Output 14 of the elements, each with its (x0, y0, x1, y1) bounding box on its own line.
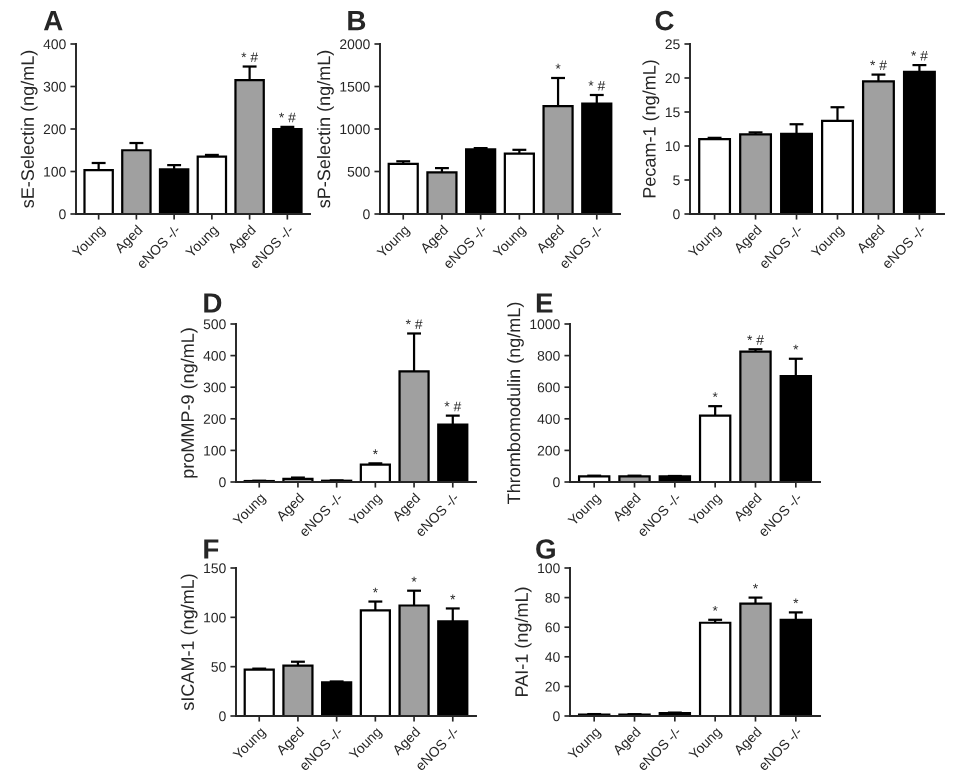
chart-title: B (348, 11, 366, 31)
chart-title: A (43, 11, 63, 31)
y-axis-title: PAI-1 (ng/mL) (514, 587, 532, 697)
chart-title: F (204, 539, 219, 559)
chart-title: G (536, 539, 555, 559)
y-axis-title: proMMP-9 (ng/mL) (180, 328, 198, 478)
chart-title: E (536, 293, 553, 313)
chart-title: C (655, 10, 674, 31)
y-axis-title: Pecam-1 (ng/mL) (642, 60, 660, 198)
y-axis-title: sP-Selectin (ng/mL) (317, 50, 334, 208)
y-axis-title: sE-Selectin (ng/mL) (20, 50, 38, 208)
y-axis-title: sICAM-1 (ng/mL) (180, 574, 198, 711)
chart-title: D (204, 293, 222, 313)
y-axis-title: Thrombomodulin (ng/mL) (507, 302, 524, 504)
